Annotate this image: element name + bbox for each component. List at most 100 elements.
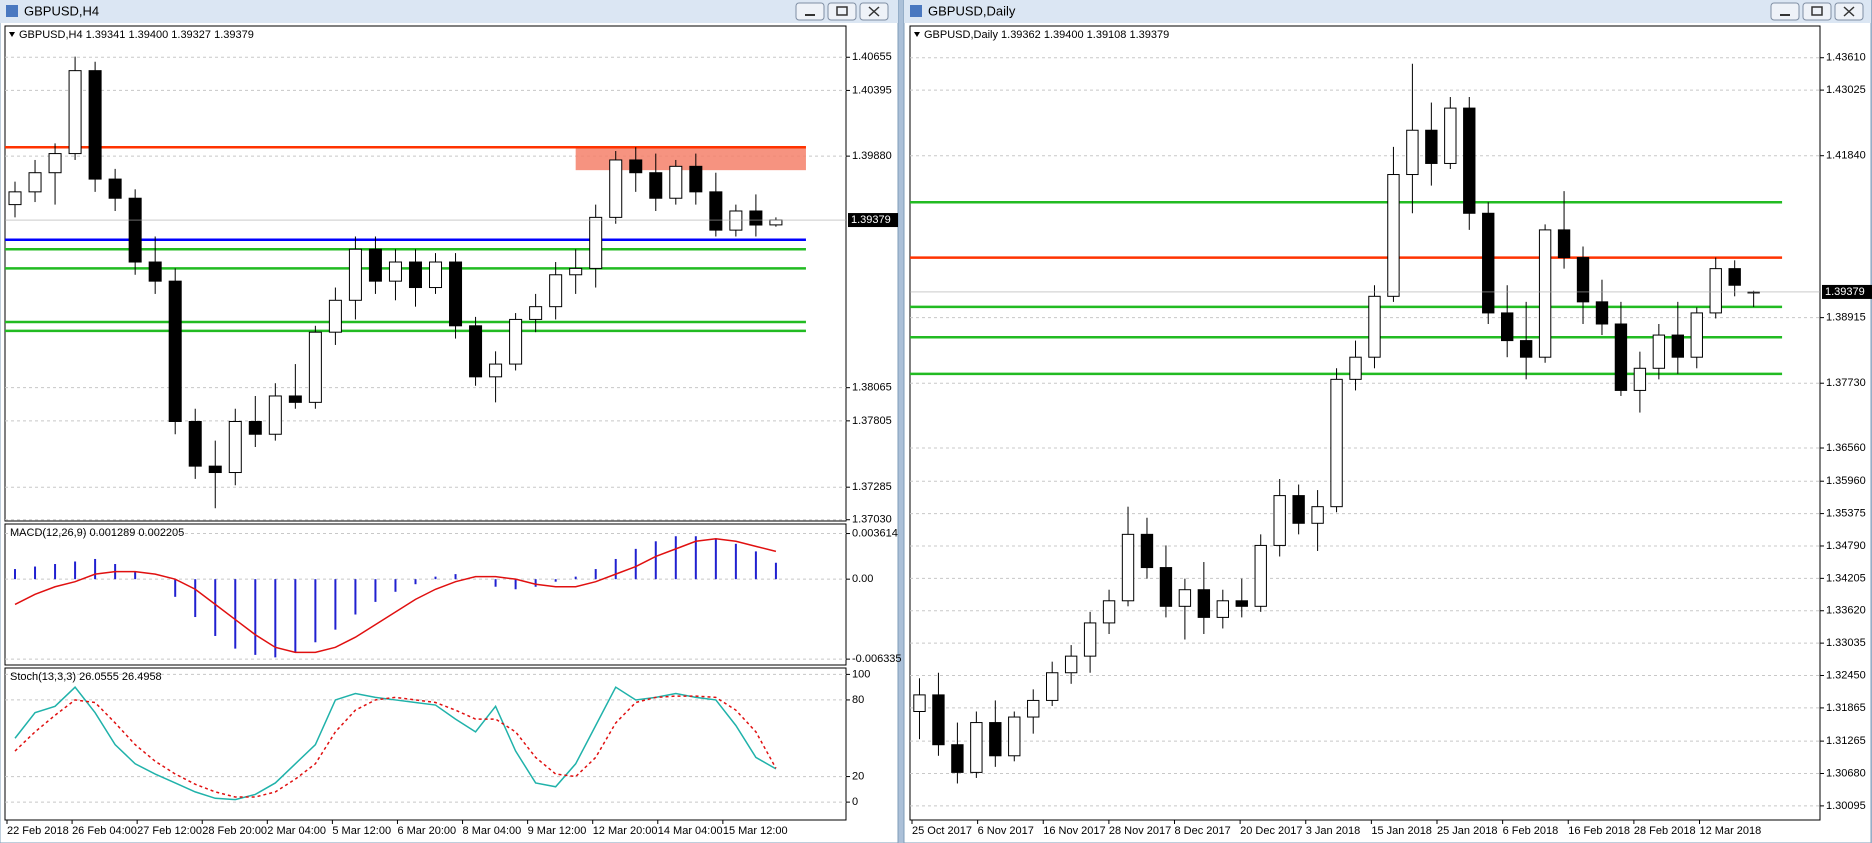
y-tick-label: 1.33035: [1826, 637, 1866, 649]
x-tick-label: 28 Feb 2018: [1634, 825, 1696, 837]
candle-body: [469, 325, 483, 378]
y-tick-label: 1.34790: [1826, 540, 1866, 552]
candle-body: [1595, 301, 1609, 325]
x-tick-label: 16 Nov 2017: [1043, 825, 1105, 837]
window-buttons: [1770, 2, 1864, 21]
candle-body: [1728, 268, 1741, 286]
candle-body: [268, 395, 282, 435]
candle-body: [1197, 589, 1211, 618]
minimize-button[interactable]: [795, 2, 825, 21]
y-tick-label: 1.31265: [1826, 735, 1866, 747]
y-tick-label: 100: [852, 668, 870, 680]
candle-body: [989, 722, 1002, 757]
indicator-line: [14, 695, 777, 798]
chart-info: GBPUSD,H4 1.39341 1.39400 1.39327 1.3937…: [19, 29, 254, 41]
y-tick-label: 1.37805: [852, 415, 892, 427]
y-tick-label: 1.40655: [852, 51, 892, 63]
candle-body: [1311, 506, 1324, 524]
x-tick-label: 16 Feb 2018: [1568, 825, 1630, 837]
maximize-button[interactable]: [1802, 2, 1832, 21]
candle-body: [1273, 495, 1286, 546]
candle-body: [1614, 323, 1628, 391]
candle-body: [589, 216, 603, 269]
candle-body: [629, 159, 643, 174]
stoch-label: Stoch(13,3,3) 26.0555 26.4958: [10, 671, 162, 683]
candle-body: [749, 210, 763, 226]
y-tick-label: 1.43025: [1826, 84, 1866, 96]
candle-body: [709, 191, 723, 231]
minimize-button[interactable]: [1770, 2, 1800, 21]
candle-body: [1083, 622, 1097, 657]
price-panel: [909, 25, 1821, 821]
x-tick-label: 20 Dec 2017: [1240, 825, 1302, 837]
icon: [836, 6, 848, 16]
x-tick-label: 14 Mar 04:00: [658, 825, 723, 837]
candle-body: [609, 159, 623, 218]
candle-body: [1121, 533, 1135, 602]
y-tick-label: 1.36560: [1826, 442, 1866, 454]
candle-body: [248, 420, 262, 435]
window-icon: [910, 5, 922, 17]
current-price-box: [1822, 284, 1872, 299]
candle-body: [1519, 340, 1533, 358]
candle-body: [1501, 312, 1514, 342]
info-arrow: [9, 32, 15, 37]
y-tick-label: 1.43610: [1826, 52, 1866, 64]
candle-body: [649, 172, 663, 199]
plot-area: [5, 56, 846, 521]
candle-body: [951, 744, 964, 773]
y-tick-label: 1.30680: [1826, 767, 1866, 779]
candle-body: [228, 420, 242, 474]
candle-body: [1330, 378, 1343, 508]
candle-body: [1671, 334, 1684, 358]
candle-body: [932, 694, 945, 746]
candle-body: [1652, 334, 1666, 369]
icon: [1843, 6, 1855, 17]
candle-body: [1387, 174, 1400, 297]
candle-body: [1444, 107, 1457, 164]
y-tick-label: 1.40395: [852, 84, 892, 96]
y-tick-label: 1.41840: [1826, 150, 1866, 162]
window-buttons: [795, 2, 889, 21]
y-tick-label: 1.32450: [1826, 669, 1866, 681]
current-price-label: 1.39379: [851, 214, 891, 226]
maximize-button[interactable]: [827, 2, 857, 21]
candle-body: [1027, 699, 1040, 718]
candle-body: [529, 306, 543, 320]
y-tick-label: -0.006335: [852, 653, 902, 665]
chart-info: GBPUSD,Daily 1.39362 1.39400 1.39108 1.3…: [924, 29, 1169, 41]
candle-body: [1140, 533, 1154, 569]
candle-body: [48, 153, 62, 174]
plot-area: [910, 57, 1820, 807]
y-tick-label: 1.37285: [852, 481, 892, 493]
candle-body: [509, 318, 523, 365]
candle-body: [8, 191, 22, 206]
candle-body: [970, 722, 983, 773]
x-tick-label: 6 Mar 20:00: [397, 825, 456, 837]
candle-body: [1482, 212, 1495, 314]
candle-body: [1709, 268, 1722, 314]
y-tick-label: 0: [852, 796, 858, 808]
candle-body: [449, 261, 463, 327]
candle-body: [188, 420, 202, 467]
candle-body: [1425, 129, 1438, 164]
plot-area: [5, 533, 846, 660]
macd-label: MACD(12,26,9) 0.001289 0.002205: [10, 527, 184, 539]
y-tick-label: 1.38915: [1826, 312, 1866, 324]
y-tick-label: 1.30095: [1826, 800, 1866, 812]
x-tick-label: 26 Feb 04:00: [72, 825, 137, 837]
candle-body: [1292, 495, 1305, 524]
candle-body: [1046, 672, 1059, 701]
title-bar[interactable]: [0, 0, 898, 23]
window-title: GBPUSD,Daily: [928, 3, 1016, 18]
x-tick-label: 22 Feb 2018: [7, 825, 69, 837]
candle-body: [88, 70, 102, 180]
candle-body: [489, 363, 503, 378]
candle-body: [1064, 655, 1078, 674]
candle-body: [1008, 716, 1021, 757]
candle-body: [913, 694, 926, 712]
candle-body: [1368, 295, 1381, 358]
title-bar[interactable]: [904, 0, 1871, 23]
info-arrow: [914, 32, 920, 37]
plot-area: [5, 673, 846, 803]
